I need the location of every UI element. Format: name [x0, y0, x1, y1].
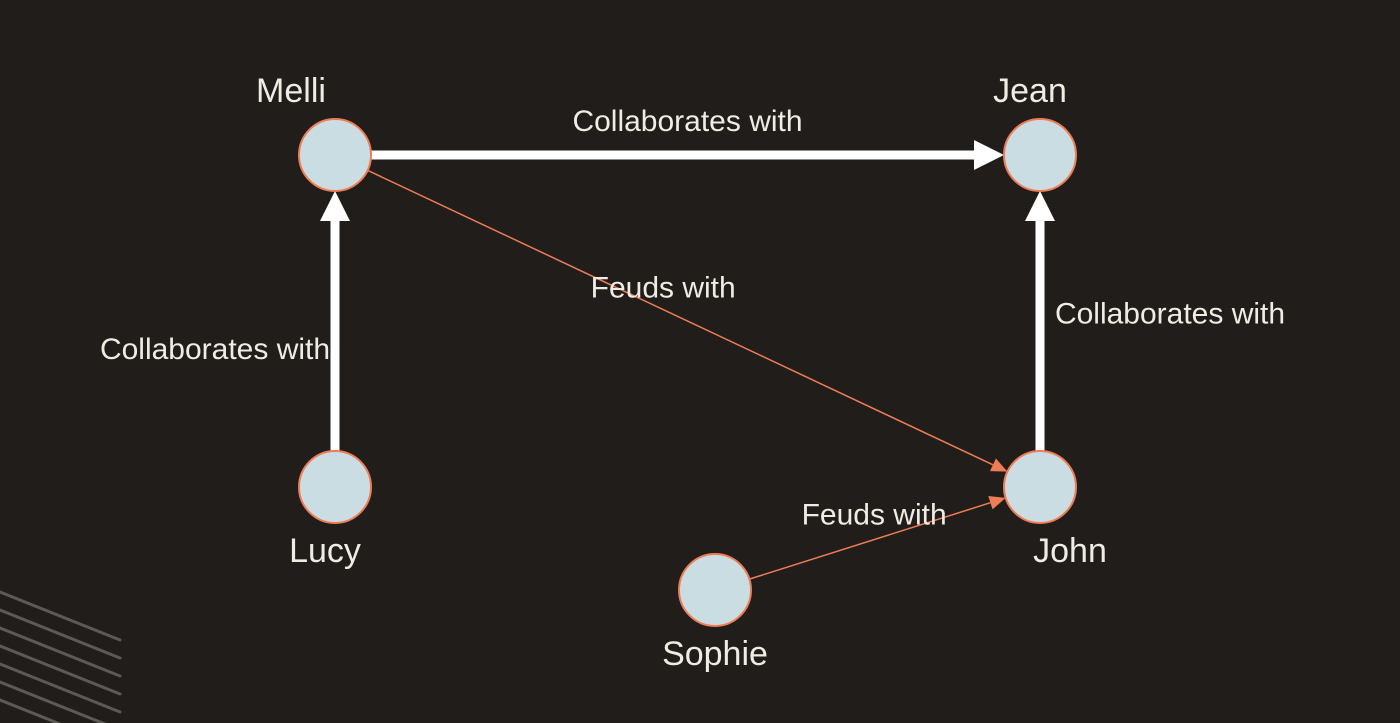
node-lucy: Lucy	[289, 451, 371, 570]
edge-lucy-melli: Collaborates with	[100, 191, 350, 451]
node-label-sophie: Sophie	[662, 635, 768, 673]
edge-label-melli-jean: Collaborates with	[572, 105, 802, 138]
node-label-john: John	[1033, 532, 1107, 570]
node-jean: Jean	[993, 72, 1076, 191]
edge-label-sophie-john: Feuds with	[802, 498, 947, 531]
edge-melli-jean: Collaborates with	[371, 105, 1004, 170]
node-sophie: Sophie	[662, 554, 768, 673]
edges-layer: Collaborates with Collaborates with Collab…	[100, 105, 1285, 579]
edge-label-john-jean: Collaborates with	[1055, 298, 1285, 331]
diagram-stage: Collaborates with Collaborates with Collab…	[0, 0, 1400, 723]
edge-john-jean: Collaborates with	[1025, 191, 1285, 451]
node-circle-melli	[299, 119, 371, 191]
corner-hatch	[0, 590, 120, 723]
node-john: John	[1004, 451, 1107, 570]
node-label-lucy: Lucy	[289, 532, 361, 570]
network-svg: Collaborates with Collaborates with Collab…	[0, 0, 1400, 723]
node-circle-jean	[1004, 119, 1076, 191]
edge-sophie-john: Feuds with	[749, 496, 1005, 579]
node-circle-sophie	[679, 554, 751, 626]
edge-label-melli-john: Feuds with	[591, 272, 736, 305]
edge-melli-john: Feuds with	[368, 170, 1008, 471]
node-circle-john	[1004, 451, 1076, 523]
node-label-melli: Melli	[256, 72, 326, 110]
node-melli: Melli	[256, 72, 371, 191]
edge-label-lucy-melli: Collaborates with	[100, 333, 330, 366]
node-circle-lucy	[299, 451, 371, 523]
node-label-jean: Jean	[993, 72, 1067, 110]
